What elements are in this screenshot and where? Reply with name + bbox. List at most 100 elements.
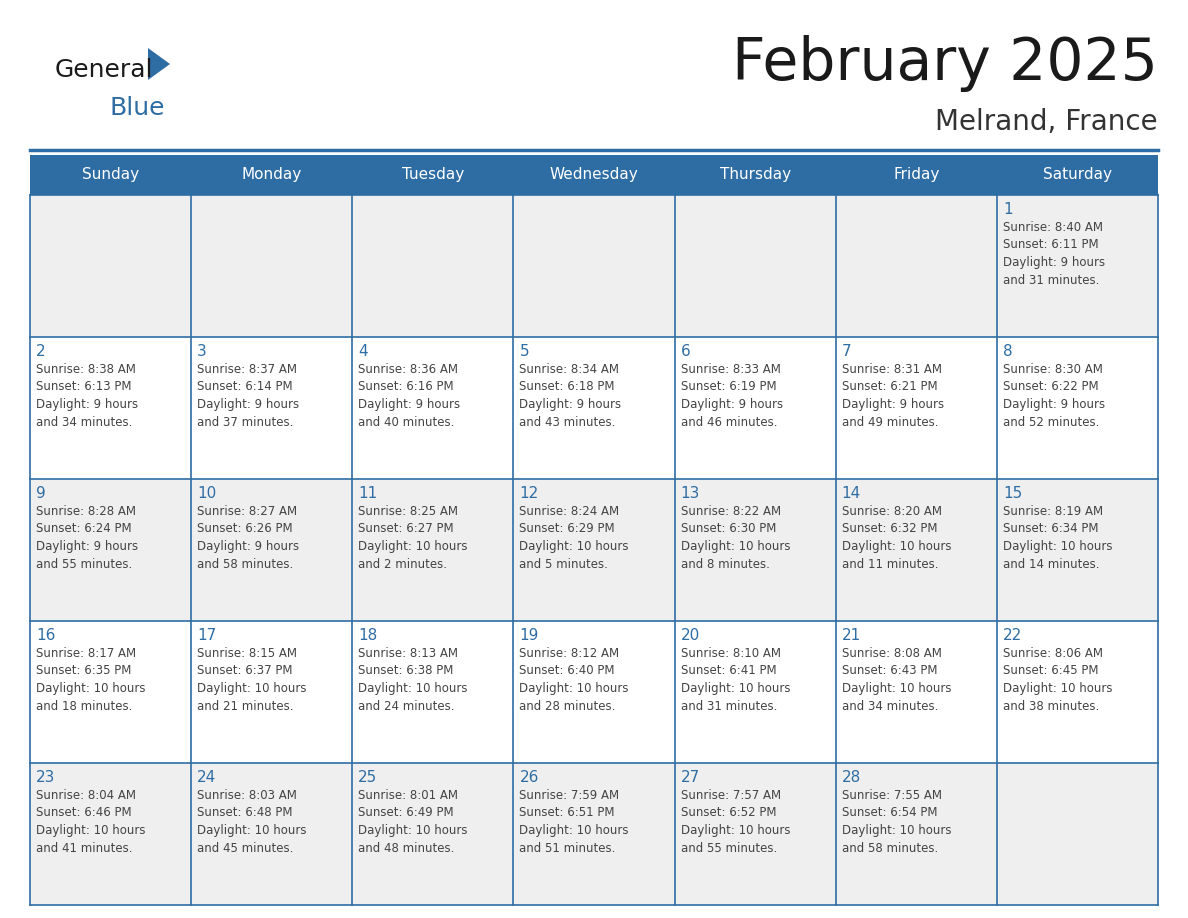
Text: Melrand, France: Melrand, France bbox=[935, 108, 1158, 136]
Bar bbox=[353, 621, 513, 763]
Bar bbox=[997, 621, 1158, 763]
Bar bbox=[675, 621, 835, 763]
Text: 21: 21 bbox=[842, 628, 861, 643]
Text: 4: 4 bbox=[359, 344, 368, 359]
Text: Thursday: Thursday bbox=[720, 167, 791, 183]
Bar bbox=[675, 155, 835, 195]
Bar bbox=[513, 337, 675, 479]
Text: Sunrise: 8:20 AM
Sunset: 6:32 PM
Daylight: 10 hours
and 11 minutes.: Sunrise: 8:20 AM Sunset: 6:32 PM Dayligh… bbox=[842, 505, 952, 570]
Bar bbox=[191, 479, 353, 621]
Text: Sunrise: 8:28 AM
Sunset: 6:24 PM
Daylight: 9 hours
and 55 minutes.: Sunrise: 8:28 AM Sunset: 6:24 PM Dayligh… bbox=[36, 505, 138, 570]
Text: Sunrise: 8:24 AM
Sunset: 6:29 PM
Daylight: 10 hours
and 5 minutes.: Sunrise: 8:24 AM Sunset: 6:29 PM Dayligh… bbox=[519, 505, 628, 570]
Bar bbox=[835, 479, 997, 621]
Text: Friday: Friday bbox=[893, 167, 940, 183]
Bar bbox=[191, 337, 353, 479]
Bar bbox=[675, 763, 835, 905]
Bar bbox=[513, 763, 675, 905]
Bar bbox=[997, 155, 1158, 195]
Text: February 2025: February 2025 bbox=[732, 35, 1158, 92]
Text: Sunrise: 8:03 AM
Sunset: 6:48 PM
Daylight: 10 hours
and 45 minutes.: Sunrise: 8:03 AM Sunset: 6:48 PM Dayligh… bbox=[197, 789, 307, 855]
Text: Sunrise: 8:15 AM
Sunset: 6:37 PM
Daylight: 10 hours
and 21 minutes.: Sunrise: 8:15 AM Sunset: 6:37 PM Dayligh… bbox=[197, 647, 307, 712]
Text: Saturday: Saturday bbox=[1043, 167, 1112, 183]
Text: 13: 13 bbox=[681, 486, 700, 501]
Bar bbox=[30, 763, 191, 905]
Text: 17: 17 bbox=[197, 628, 216, 643]
Bar bbox=[353, 479, 513, 621]
Text: Sunrise: 8:22 AM
Sunset: 6:30 PM
Daylight: 10 hours
and 8 minutes.: Sunrise: 8:22 AM Sunset: 6:30 PM Dayligh… bbox=[681, 505, 790, 570]
Text: 3: 3 bbox=[197, 344, 207, 359]
Text: 14: 14 bbox=[842, 486, 861, 501]
Bar bbox=[191, 621, 353, 763]
Text: Sunrise: 8:37 AM
Sunset: 6:14 PM
Daylight: 9 hours
and 37 minutes.: Sunrise: 8:37 AM Sunset: 6:14 PM Dayligh… bbox=[197, 363, 299, 429]
Bar bbox=[513, 621, 675, 763]
Text: 20: 20 bbox=[681, 628, 700, 643]
Bar bbox=[30, 155, 191, 195]
Text: Sunrise: 8:40 AM
Sunset: 6:11 PM
Daylight: 9 hours
and 31 minutes.: Sunrise: 8:40 AM Sunset: 6:11 PM Dayligh… bbox=[1003, 221, 1105, 286]
Text: 24: 24 bbox=[197, 770, 216, 785]
Text: 7: 7 bbox=[842, 344, 852, 359]
Text: 22: 22 bbox=[1003, 628, 1022, 643]
Text: Sunday: Sunday bbox=[82, 167, 139, 183]
Text: Sunrise: 8:08 AM
Sunset: 6:43 PM
Daylight: 10 hours
and 34 minutes.: Sunrise: 8:08 AM Sunset: 6:43 PM Dayligh… bbox=[842, 647, 952, 712]
Bar bbox=[835, 621, 997, 763]
Text: Sunrise: 8:30 AM
Sunset: 6:22 PM
Daylight: 9 hours
and 52 minutes.: Sunrise: 8:30 AM Sunset: 6:22 PM Dayligh… bbox=[1003, 363, 1105, 429]
Text: Monday: Monday bbox=[241, 167, 302, 183]
Text: 19: 19 bbox=[519, 628, 539, 643]
Text: Sunrise: 7:55 AM
Sunset: 6:54 PM
Daylight: 10 hours
and 58 minutes.: Sunrise: 7:55 AM Sunset: 6:54 PM Dayligh… bbox=[842, 789, 952, 855]
Text: 18: 18 bbox=[359, 628, 378, 643]
Text: Sunrise: 8:12 AM
Sunset: 6:40 PM
Daylight: 10 hours
and 28 minutes.: Sunrise: 8:12 AM Sunset: 6:40 PM Dayligh… bbox=[519, 647, 628, 712]
Text: 11: 11 bbox=[359, 486, 378, 501]
Text: Sunrise: 8:34 AM
Sunset: 6:18 PM
Daylight: 9 hours
and 43 minutes.: Sunrise: 8:34 AM Sunset: 6:18 PM Dayligh… bbox=[519, 363, 621, 429]
Bar bbox=[353, 763, 513, 905]
Text: 28: 28 bbox=[842, 770, 861, 785]
Bar bbox=[513, 195, 675, 337]
Bar bbox=[30, 337, 191, 479]
Text: 27: 27 bbox=[681, 770, 700, 785]
Bar bbox=[997, 337, 1158, 479]
Bar bbox=[191, 763, 353, 905]
Text: 26: 26 bbox=[519, 770, 539, 785]
Text: 1: 1 bbox=[1003, 202, 1012, 217]
Text: 15: 15 bbox=[1003, 486, 1022, 501]
Bar bbox=[353, 195, 513, 337]
Bar bbox=[191, 155, 353, 195]
Text: Sunrise: 8:27 AM
Sunset: 6:26 PM
Daylight: 9 hours
and 58 minutes.: Sunrise: 8:27 AM Sunset: 6:26 PM Dayligh… bbox=[197, 505, 299, 570]
Text: Sunrise: 8:06 AM
Sunset: 6:45 PM
Daylight: 10 hours
and 38 minutes.: Sunrise: 8:06 AM Sunset: 6:45 PM Dayligh… bbox=[1003, 647, 1112, 712]
Text: Sunrise: 8:13 AM
Sunset: 6:38 PM
Daylight: 10 hours
and 24 minutes.: Sunrise: 8:13 AM Sunset: 6:38 PM Dayligh… bbox=[359, 647, 468, 712]
Bar bbox=[191, 195, 353, 337]
Bar bbox=[30, 479, 191, 621]
Text: 10: 10 bbox=[197, 486, 216, 501]
Bar bbox=[675, 337, 835, 479]
Text: Blue: Blue bbox=[110, 96, 165, 120]
Bar bbox=[835, 195, 997, 337]
Bar bbox=[513, 155, 675, 195]
Text: 8: 8 bbox=[1003, 344, 1012, 359]
Bar bbox=[675, 479, 835, 621]
Text: Sunrise: 8:01 AM
Sunset: 6:49 PM
Daylight: 10 hours
and 48 minutes.: Sunrise: 8:01 AM Sunset: 6:49 PM Dayligh… bbox=[359, 789, 468, 855]
Bar bbox=[30, 195, 191, 337]
Text: Sunrise: 8:19 AM
Sunset: 6:34 PM
Daylight: 10 hours
and 14 minutes.: Sunrise: 8:19 AM Sunset: 6:34 PM Dayligh… bbox=[1003, 505, 1112, 570]
Text: Sunrise: 8:36 AM
Sunset: 6:16 PM
Daylight: 9 hours
and 40 minutes.: Sunrise: 8:36 AM Sunset: 6:16 PM Dayligh… bbox=[359, 363, 461, 429]
Bar bbox=[835, 337, 997, 479]
Bar bbox=[353, 155, 513, 195]
Text: Sunrise: 7:57 AM
Sunset: 6:52 PM
Daylight: 10 hours
and 55 minutes.: Sunrise: 7:57 AM Sunset: 6:52 PM Dayligh… bbox=[681, 789, 790, 855]
Text: Sunrise: 8:10 AM
Sunset: 6:41 PM
Daylight: 10 hours
and 31 minutes.: Sunrise: 8:10 AM Sunset: 6:41 PM Dayligh… bbox=[681, 647, 790, 712]
Text: 6: 6 bbox=[681, 344, 690, 359]
Text: 16: 16 bbox=[36, 628, 56, 643]
Bar bbox=[835, 155, 997, 195]
Text: 5: 5 bbox=[519, 344, 529, 359]
Bar bbox=[997, 479, 1158, 621]
Bar bbox=[30, 621, 191, 763]
Polygon shape bbox=[148, 48, 170, 80]
Text: 9: 9 bbox=[36, 486, 46, 501]
Text: Wednesday: Wednesday bbox=[550, 167, 638, 183]
Text: 2: 2 bbox=[36, 344, 45, 359]
Bar bbox=[997, 763, 1158, 905]
Text: 12: 12 bbox=[519, 486, 538, 501]
Text: Sunrise: 8:25 AM
Sunset: 6:27 PM
Daylight: 10 hours
and 2 minutes.: Sunrise: 8:25 AM Sunset: 6:27 PM Dayligh… bbox=[359, 505, 468, 570]
Text: General: General bbox=[55, 58, 153, 82]
Text: Sunrise: 8:04 AM
Sunset: 6:46 PM
Daylight: 10 hours
and 41 minutes.: Sunrise: 8:04 AM Sunset: 6:46 PM Dayligh… bbox=[36, 789, 145, 855]
Bar bbox=[675, 195, 835, 337]
Text: Sunrise: 7:59 AM
Sunset: 6:51 PM
Daylight: 10 hours
and 51 minutes.: Sunrise: 7:59 AM Sunset: 6:51 PM Dayligh… bbox=[519, 789, 628, 855]
Bar bbox=[353, 337, 513, 479]
